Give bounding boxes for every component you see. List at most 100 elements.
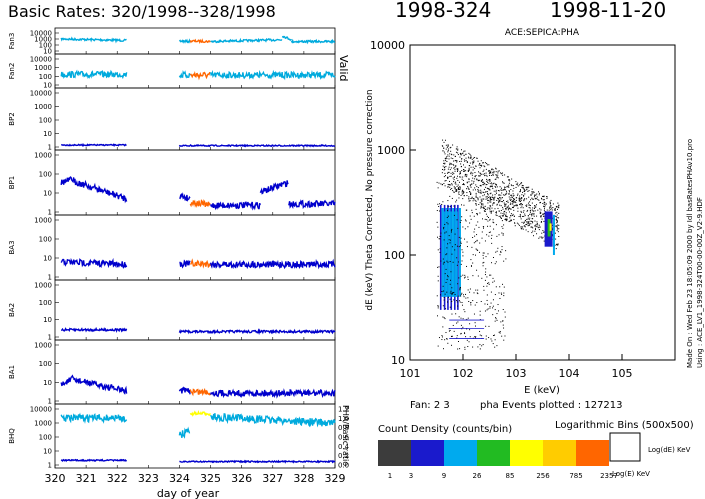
panel-y-tick-label: 10 xyxy=(43,379,52,387)
event-point xyxy=(461,304,463,306)
event-point xyxy=(447,150,449,152)
event-point xyxy=(445,180,447,182)
event-point xyxy=(461,158,463,160)
event-point xyxy=(481,218,483,220)
event-point xyxy=(555,212,557,214)
event-point xyxy=(528,223,530,225)
trace-line xyxy=(60,326,128,333)
event-point xyxy=(472,300,474,302)
event-point xyxy=(515,202,517,204)
event-point xyxy=(538,229,540,231)
trace-line xyxy=(209,388,336,399)
event-point xyxy=(510,215,512,217)
event-point xyxy=(508,193,510,195)
event-point xyxy=(542,199,544,201)
event-point xyxy=(444,232,446,234)
event-point xyxy=(449,195,451,197)
event-point xyxy=(541,218,543,220)
event-point xyxy=(540,197,542,199)
event-point xyxy=(458,192,460,194)
event-point xyxy=(542,195,544,197)
event-point xyxy=(454,166,456,168)
event-point xyxy=(556,221,558,223)
event-point xyxy=(469,185,471,187)
event-point xyxy=(437,236,439,238)
event-point xyxy=(536,221,538,223)
event-point xyxy=(459,221,461,223)
event-point xyxy=(471,180,473,182)
event-point xyxy=(465,173,467,175)
event-point xyxy=(519,215,521,217)
event-point xyxy=(519,200,521,202)
event-point xyxy=(458,186,460,188)
event-point xyxy=(483,182,485,184)
event-point xyxy=(533,205,535,207)
event-point xyxy=(500,212,502,214)
event-point xyxy=(455,189,457,191)
event-point xyxy=(480,173,482,175)
event-point xyxy=(437,187,439,189)
event-point xyxy=(467,346,469,348)
event-point xyxy=(487,308,489,310)
event-point xyxy=(505,258,507,260)
event-point xyxy=(490,212,492,214)
event-point xyxy=(446,155,448,157)
event-point xyxy=(535,225,537,227)
event-point xyxy=(523,194,525,196)
event-point xyxy=(532,227,534,229)
event-point xyxy=(489,211,491,213)
event-point xyxy=(495,168,497,170)
event-point xyxy=(552,207,554,209)
event-point xyxy=(495,178,497,180)
event-point xyxy=(462,176,464,178)
event-point xyxy=(474,235,476,237)
x-tick-label: 323 xyxy=(138,472,159,485)
event-point xyxy=(539,226,541,228)
trace-line xyxy=(190,258,211,269)
event-point xyxy=(516,194,518,196)
event-point xyxy=(462,226,464,228)
scatter-x-tick-label: 102 xyxy=(453,367,474,380)
trace-line xyxy=(281,35,292,41)
event-point xyxy=(459,173,461,175)
event-point xyxy=(501,226,503,228)
panel-label: BA3 xyxy=(8,240,16,254)
event-point xyxy=(486,276,488,278)
event-point xyxy=(447,148,449,150)
event-point xyxy=(447,177,449,179)
event-point xyxy=(536,193,538,195)
event-point xyxy=(511,203,513,205)
event-point xyxy=(453,205,455,207)
event-point xyxy=(526,188,528,190)
event-point xyxy=(466,246,468,248)
event-point xyxy=(447,168,449,170)
event-point xyxy=(449,298,451,300)
event-point xyxy=(556,214,558,216)
event-point xyxy=(489,225,491,227)
event-point xyxy=(512,200,514,202)
event-point xyxy=(460,163,462,165)
event-point xyxy=(472,177,474,179)
pha-ratio-axis-label: PHA/Basic ratio xyxy=(341,405,350,466)
event-point xyxy=(506,186,508,188)
event-point xyxy=(468,167,470,169)
event-point xyxy=(493,190,495,192)
bp1-trace xyxy=(60,176,336,211)
event-point xyxy=(500,172,502,174)
event-point xyxy=(445,231,447,233)
event-point xyxy=(479,175,481,177)
event-point xyxy=(456,335,458,337)
event-point xyxy=(500,217,502,219)
event-point xyxy=(492,188,494,190)
center-title: 1998-324 xyxy=(395,0,491,22)
event-point xyxy=(483,261,485,263)
event-point xyxy=(443,183,445,185)
trace-line xyxy=(189,410,211,417)
ratio-tick-label: 0.4 xyxy=(338,443,350,451)
event-point xyxy=(442,165,444,167)
event-point xyxy=(530,220,532,222)
event-point xyxy=(444,153,446,155)
event-point xyxy=(445,157,447,159)
